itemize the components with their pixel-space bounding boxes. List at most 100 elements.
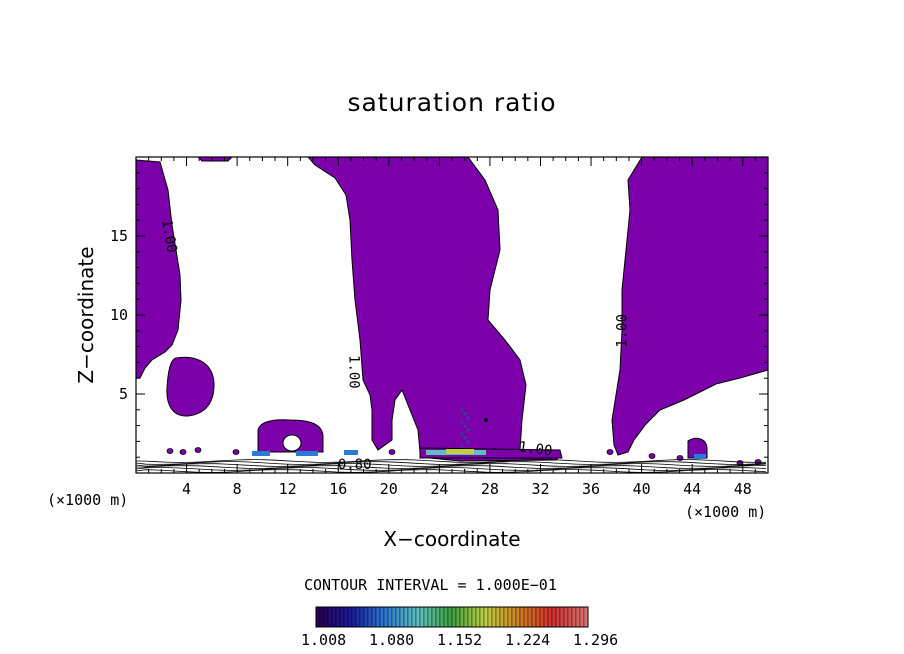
colorbar-cell bbox=[399, 606, 405, 628]
saturation-peak-6 bbox=[344, 450, 358, 455]
colorbar-cell bbox=[403, 606, 409, 628]
colorbar-cell bbox=[427, 606, 433, 628]
colorbar-cell bbox=[375, 606, 381, 628]
colorbar-cell bbox=[391, 606, 397, 628]
x-tick-label: 40 bbox=[633, 480, 651, 498]
colorbar-cell bbox=[435, 606, 441, 628]
colorbar-cell bbox=[347, 606, 353, 628]
colorbar-label: 1.080 bbox=[369, 631, 414, 649]
saturation-peak-4 bbox=[446, 449, 474, 454]
contour-label-2: 1.00 bbox=[345, 355, 361, 389]
small-cell-4 bbox=[232, 449, 240, 455]
colorbar-cell bbox=[419, 606, 425, 628]
colorbar-cell bbox=[339, 606, 345, 628]
small-cell-1 bbox=[166, 448, 174, 454]
small-cell-7 bbox=[648, 453, 656, 459]
colorbar-cell bbox=[491, 606, 497, 628]
colorbar-cell bbox=[487, 606, 493, 628]
colorbar-cell bbox=[539, 606, 545, 628]
colorbar-cell bbox=[415, 606, 421, 628]
contour-label-3: 1.00 bbox=[615, 314, 631, 348]
colorbar-cell bbox=[511, 606, 517, 628]
plume-dot-4 bbox=[460, 420, 464, 424]
colorbar-cell bbox=[543, 606, 549, 628]
x-tick-label: 48 bbox=[734, 480, 752, 498]
colorbar-cell bbox=[367, 606, 373, 628]
plume-dot-2 bbox=[463, 412, 467, 416]
arch-hole bbox=[282, 434, 302, 452]
colorbar-cell bbox=[439, 606, 445, 628]
colorbar-cell bbox=[471, 606, 477, 628]
boundary-contour-3 bbox=[135, 463, 767, 467]
colorbar-cell bbox=[523, 606, 529, 628]
colorbar-cell bbox=[583, 606, 589, 628]
colorbar-cell bbox=[411, 606, 417, 628]
colorbar-cell bbox=[503, 606, 509, 628]
region-small-1 bbox=[687, 437, 708, 459]
x-tick-label: 12 bbox=[279, 480, 297, 498]
saturation-peak-1 bbox=[252, 451, 270, 456]
colorbar-frame bbox=[315, 606, 589, 628]
plume-dot-5 bbox=[463, 424, 467, 428]
colorbar-label: 1.152 bbox=[437, 631, 482, 649]
isolated-dot bbox=[484, 418, 488, 422]
colorbar-cell bbox=[567, 606, 573, 628]
x-axis-unit-right: (×1000 m) bbox=[685, 503, 767, 521]
saturation-peak-5 bbox=[694, 454, 706, 459]
colorbar-cell bbox=[579, 606, 585, 628]
region-left bbox=[135, 159, 182, 379]
plume-dot-10 bbox=[460, 444, 464, 448]
plume-dot-8 bbox=[463, 436, 467, 440]
colorbar-cell bbox=[407, 606, 413, 628]
small-cell-6 bbox=[606, 449, 614, 455]
colorbar-cell bbox=[563, 606, 569, 628]
small-cell-3 bbox=[194, 447, 202, 453]
region-center bbox=[306, 156, 562, 462]
plume-dot-7 bbox=[460, 432, 464, 436]
colorbar-cell bbox=[351, 606, 357, 628]
colorbar-cell bbox=[555, 606, 561, 628]
colorbar-cell bbox=[531, 606, 537, 628]
colorbar-cell bbox=[327, 606, 333, 628]
colorbar-cell bbox=[387, 606, 393, 628]
y-tick-label: 10 bbox=[110, 306, 128, 324]
x-tick-label: 24 bbox=[430, 480, 448, 498]
colorbar-cell bbox=[451, 606, 457, 628]
colorbar-cell bbox=[331, 606, 337, 628]
colorbar-cell bbox=[383, 606, 389, 628]
contour-label-1: 1.00 bbox=[158, 218, 180, 254]
colorbar-label: 1.296 bbox=[573, 631, 618, 649]
colorbar-cell bbox=[507, 606, 513, 628]
colorbar-cell bbox=[379, 606, 385, 628]
small-cell-5 bbox=[388, 449, 396, 455]
x-tick-label: 4 bbox=[182, 480, 191, 498]
y-tick-label: 15 bbox=[110, 227, 128, 245]
plume-dot-9 bbox=[466, 440, 470, 444]
colorbar-cell bbox=[495, 606, 501, 628]
small-cell-2 bbox=[179, 449, 187, 455]
boundary-contour-5 bbox=[135, 467, 767, 471]
colorbar-cell bbox=[463, 606, 469, 628]
colorbar-cell bbox=[571, 606, 577, 628]
colorbar-label: 1.008 bbox=[301, 631, 346, 649]
colorbar-cell bbox=[551, 606, 557, 628]
colorbar-cell bbox=[455, 606, 461, 628]
colorbar-cell bbox=[343, 606, 349, 628]
x-axis-label: X−coordinate bbox=[383, 527, 521, 551]
plume-dot-6 bbox=[466, 428, 470, 432]
colorbar-cell bbox=[499, 606, 505, 628]
colorbar-cell bbox=[515, 606, 521, 628]
boundary-contour-1 bbox=[135, 459, 767, 463]
colorbar-cell bbox=[547, 606, 553, 628]
saturation-peak-2 bbox=[296, 451, 318, 456]
region-right bbox=[611, 156, 769, 456]
colorbar-cell bbox=[423, 606, 429, 628]
colorbar-cell bbox=[355, 606, 361, 628]
x-tick-label: 36 bbox=[582, 480, 600, 498]
colorbar-cell bbox=[475, 606, 481, 628]
x-tick-label: 8 bbox=[233, 480, 242, 498]
colorbar-cell bbox=[575, 606, 581, 628]
colorbar-label: 1.224 bbox=[505, 631, 550, 649]
x-tick-label: 20 bbox=[380, 480, 398, 498]
contour-interval-text: CONTOUR INTERVAL = 1.000E−01 bbox=[304, 576, 557, 594]
